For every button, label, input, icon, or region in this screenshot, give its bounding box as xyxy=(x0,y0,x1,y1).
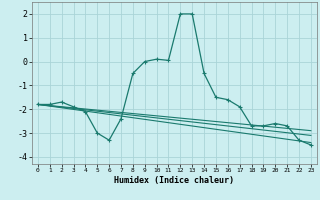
X-axis label: Humidex (Indice chaleur): Humidex (Indice chaleur) xyxy=(115,176,234,185)
